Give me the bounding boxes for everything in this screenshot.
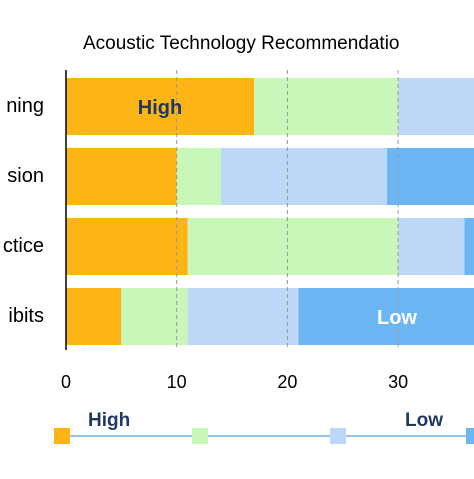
bar-segment xyxy=(66,148,177,205)
annotation: Low xyxy=(377,307,417,329)
chart-title: Acoustic Technology Recommendatio xyxy=(83,33,400,54)
y-tick-label: ctice xyxy=(3,235,44,257)
bar-segment xyxy=(66,288,122,345)
y-tick-label: sion xyxy=(7,165,44,187)
bar-segment xyxy=(66,78,255,135)
legend-label: High xyxy=(88,410,130,431)
bar-segment xyxy=(187,288,299,345)
bar-segment xyxy=(187,218,399,275)
bar-segment xyxy=(398,78,474,135)
bar-segment xyxy=(387,148,474,205)
x-tick-label: 30 xyxy=(388,372,408,392)
bar-segment xyxy=(66,218,188,275)
annotation: High xyxy=(138,97,182,119)
legend-swatch xyxy=(330,428,346,444)
bar-segment xyxy=(464,218,474,275)
plot-area xyxy=(66,78,474,345)
legend-swatch xyxy=(466,428,474,444)
legend-swatch xyxy=(192,428,208,444)
bar-segment xyxy=(176,148,221,205)
bar-segment xyxy=(220,148,388,205)
x-tick-label: 10 xyxy=(167,372,187,392)
legend-label: Low xyxy=(405,410,443,431)
bar-segment xyxy=(398,218,465,275)
x-tick-label: 0 xyxy=(61,372,71,392)
y-tick-label: ibits xyxy=(8,305,44,327)
x-tick-label: 20 xyxy=(277,372,297,392)
bar-segment xyxy=(254,78,399,135)
bar-segment xyxy=(121,288,188,345)
y-tick-label: ning xyxy=(6,95,44,117)
bar-segment xyxy=(298,288,474,345)
legend-swatch xyxy=(54,428,70,444)
